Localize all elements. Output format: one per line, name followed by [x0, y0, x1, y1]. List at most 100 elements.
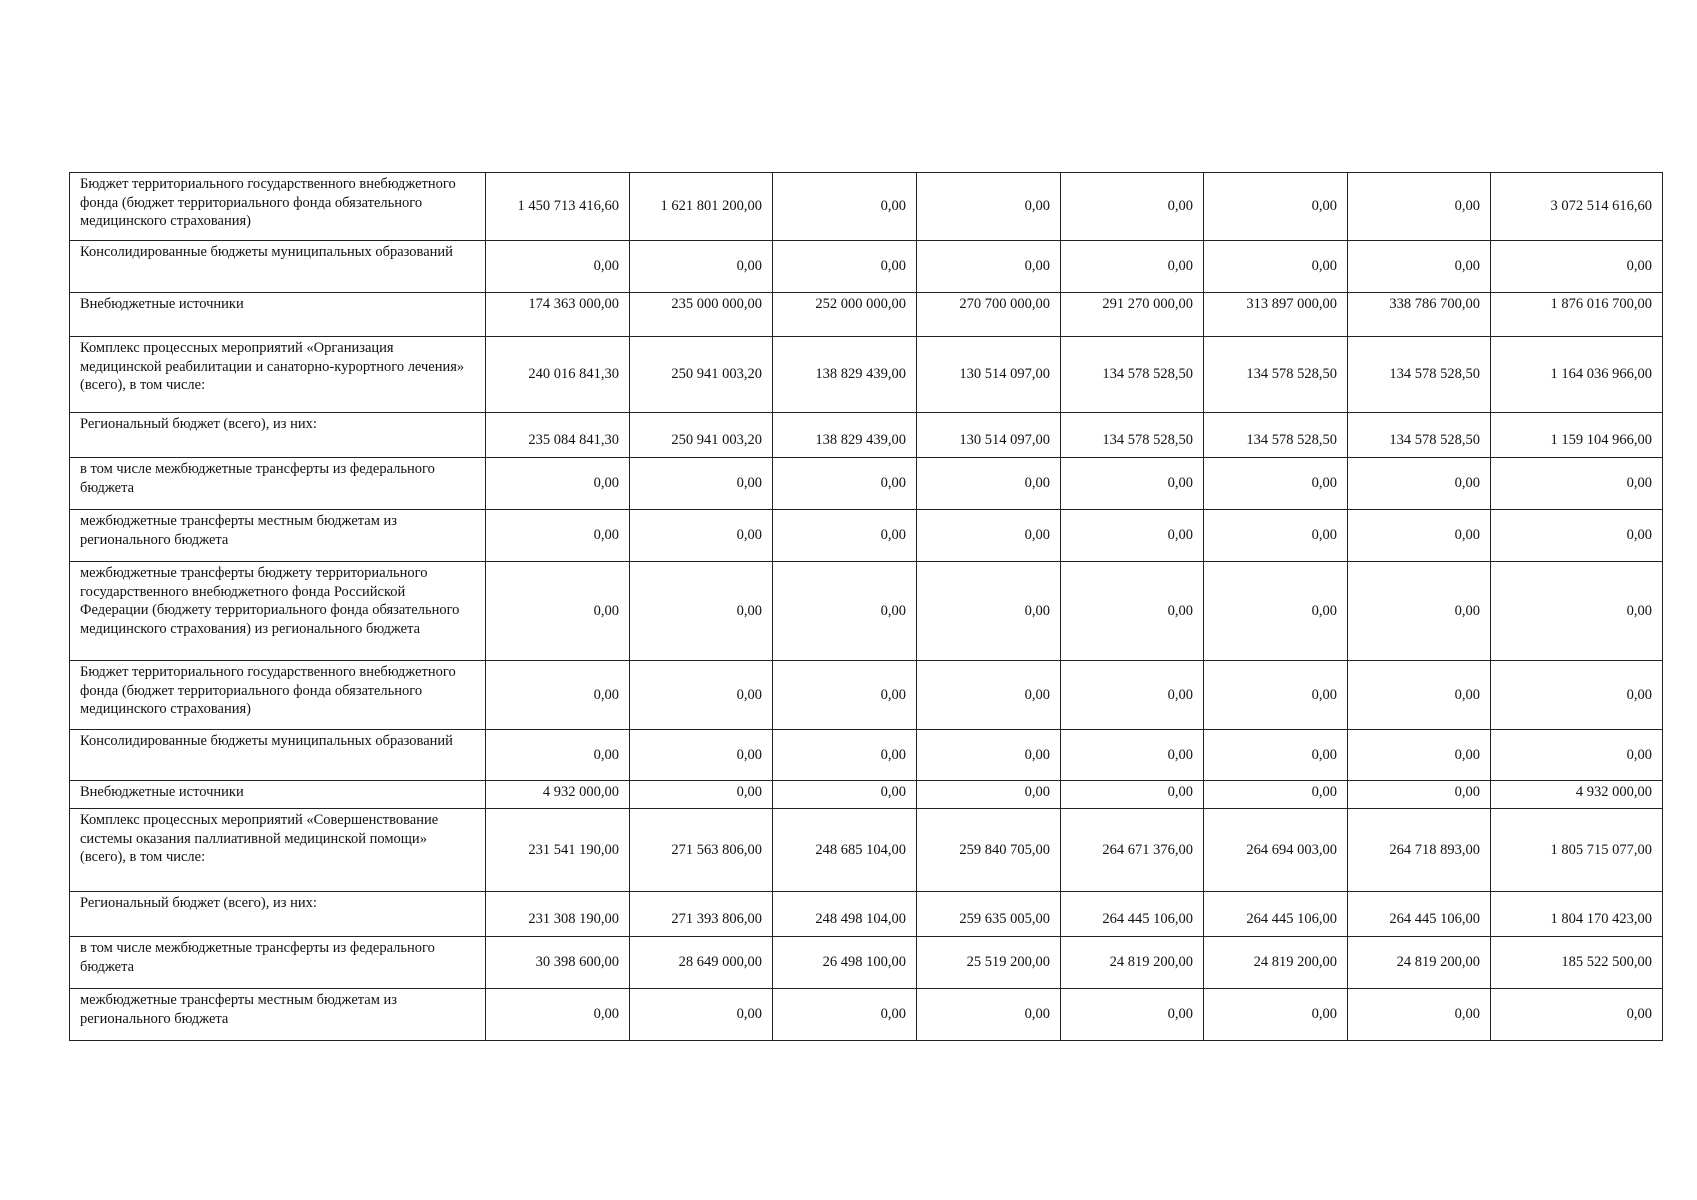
value-cell: 130 514 097,00: [916, 336, 1061, 413]
total-cell: 1 804 170 423,00: [1490, 891, 1663, 937]
value-cell: 0,00: [1347, 660, 1491, 730]
value-cell: 0,00: [629, 457, 773, 510]
value-cell: 26 498 100,00: [772, 936, 917, 989]
value-cell: 0,00: [916, 509, 1061, 562]
row-label: Консолидированные бюджеты муниципальных …: [69, 729, 486, 781]
row-label: Региональный бюджет (всего), из них:: [69, 412, 486, 458]
value-cell: 138 829 439,00: [772, 412, 917, 458]
value-cell: 291 270 000,00: [1060, 292, 1204, 337]
value-cell: 0,00: [1060, 457, 1204, 510]
value-cell: 134 578 528,50: [1060, 336, 1204, 413]
value-cell: 1 621 801 200,00: [629, 172, 773, 241]
value-cell: 0,00: [916, 988, 1061, 1041]
row-label: межбюджетные трансферты местным бюджетам…: [69, 509, 486, 562]
value-cell: 259 635 005,00: [916, 891, 1061, 937]
row-label: Внебюджетные источники: [69, 292, 486, 337]
value-cell: 248 498 104,00: [772, 891, 917, 937]
total-cell: 4 932 000,00: [1490, 780, 1663, 809]
value-cell: 0,00: [1203, 172, 1348, 241]
total-cell: 0,00: [1490, 988, 1663, 1041]
value-cell: 0,00: [772, 509, 917, 562]
total-cell: 0,00: [1490, 240, 1663, 293]
value-cell: 134 578 528,50: [1347, 336, 1491, 413]
value-cell: 0,00: [772, 172, 917, 241]
table-row: межбюджетные трансферты местным бюджетам…: [69, 509, 1663, 562]
value-cell: 264 445 106,00: [1203, 891, 1348, 937]
value-cell: 30 398 600,00: [485, 936, 630, 989]
value-cell: 0,00: [629, 729, 773, 781]
value-cell: 0,00: [1347, 729, 1491, 781]
value-cell: 0,00: [1060, 509, 1204, 562]
value-cell: 338 786 700,00: [1347, 292, 1491, 337]
value-cell: 0,00: [916, 240, 1061, 293]
value-cell: 259 840 705,00: [916, 808, 1061, 892]
value-cell: 0,00: [772, 240, 917, 293]
value-cell: 264 671 376,00: [1060, 808, 1204, 892]
value-cell: 0,00: [1203, 729, 1348, 781]
value-cell: 231 308 190,00: [485, 891, 630, 937]
value-cell: 0,00: [916, 561, 1061, 661]
total-cell: 1 876 016 700,00: [1490, 292, 1663, 337]
value-cell: 0,00: [1060, 660, 1204, 730]
table-row: Внебюджетные источники 4 932 000,00 0,00 0,…: [69, 780, 1663, 809]
value-cell: 0,00: [1060, 729, 1204, 781]
value-cell: 0,00: [1203, 561, 1348, 661]
total-cell: 0,00: [1490, 509, 1663, 562]
total-cell: 0,00: [1490, 660, 1663, 730]
value-cell: 0,00: [629, 780, 773, 809]
row-label: Бюджет территориального государственного…: [69, 660, 486, 730]
value-cell: 0,00: [485, 729, 630, 781]
table-row: Внебюджетные источники 174 363 000,00 235 …: [69, 292, 1663, 337]
value-cell: 248 685 104,00: [772, 808, 917, 892]
value-cell: 0,00: [916, 780, 1061, 809]
table-row: Комплекс процессных мероприятий «Соверше…: [69, 808, 1663, 892]
value-cell: 0,00: [1203, 660, 1348, 730]
value-cell: 0,00: [1347, 240, 1491, 293]
value-cell: 0,00: [1347, 457, 1491, 510]
row-label: Бюджет территориального государственного…: [69, 172, 486, 241]
value-cell: 0,00: [485, 509, 630, 562]
total-cell: 1 159 104 966,00: [1490, 412, 1663, 458]
value-cell: 264 445 106,00: [1060, 891, 1204, 937]
table-row: в том числе межбюджетные трансферты из ф…: [69, 936, 1663, 989]
value-cell: 250 941 003,20: [629, 336, 773, 413]
value-cell: 1 450 713 416,60: [485, 172, 630, 241]
value-cell: 264 718 893,00: [1347, 808, 1491, 892]
row-label: межбюджетные трансферты местным бюджетам…: [69, 988, 486, 1041]
table-row: Региональный бюджет (всего), из них: 231 …: [69, 891, 1663, 937]
row-label: Консолидированные бюджеты муниципальных …: [69, 240, 486, 293]
value-cell: 0,00: [772, 457, 917, 510]
value-cell: 0,00: [485, 561, 630, 661]
value-cell: 134 578 528,50: [1203, 412, 1348, 458]
value-cell: 134 578 528,50: [1203, 336, 1348, 413]
value-cell: 0,00: [1347, 172, 1491, 241]
value-cell: 0,00: [629, 561, 773, 661]
value-cell: 0,00: [1203, 509, 1348, 562]
value-cell: 0,00: [485, 660, 630, 730]
budget-table: Бюджет территориального государственного…: [69, 172, 1663, 1041]
value-cell: 240 016 841,30: [485, 336, 630, 413]
value-cell: 130 514 097,00: [916, 412, 1061, 458]
value-cell: 24 819 200,00: [1203, 936, 1348, 989]
value-cell: 0,00: [1203, 240, 1348, 293]
value-cell: 271 393 806,00: [629, 891, 773, 937]
value-cell: 0,00: [629, 240, 773, 293]
row-label: Региональный бюджет (всего), из них:: [69, 891, 486, 937]
table-row: межбюджетные трансферты бюджету территор…: [69, 561, 1663, 661]
table-row: Бюджет территориального государственного…: [69, 172, 1663, 241]
value-cell: 0,00: [1060, 780, 1204, 809]
value-cell: 0,00: [485, 988, 630, 1041]
total-cell: 3 072 514 616,60: [1490, 172, 1663, 241]
value-cell: 0,00: [629, 509, 773, 562]
table-row: Консолидированные бюджеты муниципальных …: [69, 729, 1663, 781]
value-cell: 0,00: [1060, 561, 1204, 661]
value-cell: 270 700 000,00: [916, 292, 1061, 337]
value-cell: 0,00: [1347, 509, 1491, 562]
value-cell: 0,00: [1347, 561, 1491, 661]
value-cell: 24 819 200,00: [1060, 936, 1204, 989]
value-cell: 235 084 841,30: [485, 412, 630, 458]
value-cell: 4 932 000,00: [485, 780, 630, 809]
row-label: в том числе межбюджетные трансферты из ф…: [69, 457, 486, 510]
value-cell: 0,00: [1060, 988, 1204, 1041]
value-cell: 0,00: [1203, 988, 1348, 1041]
